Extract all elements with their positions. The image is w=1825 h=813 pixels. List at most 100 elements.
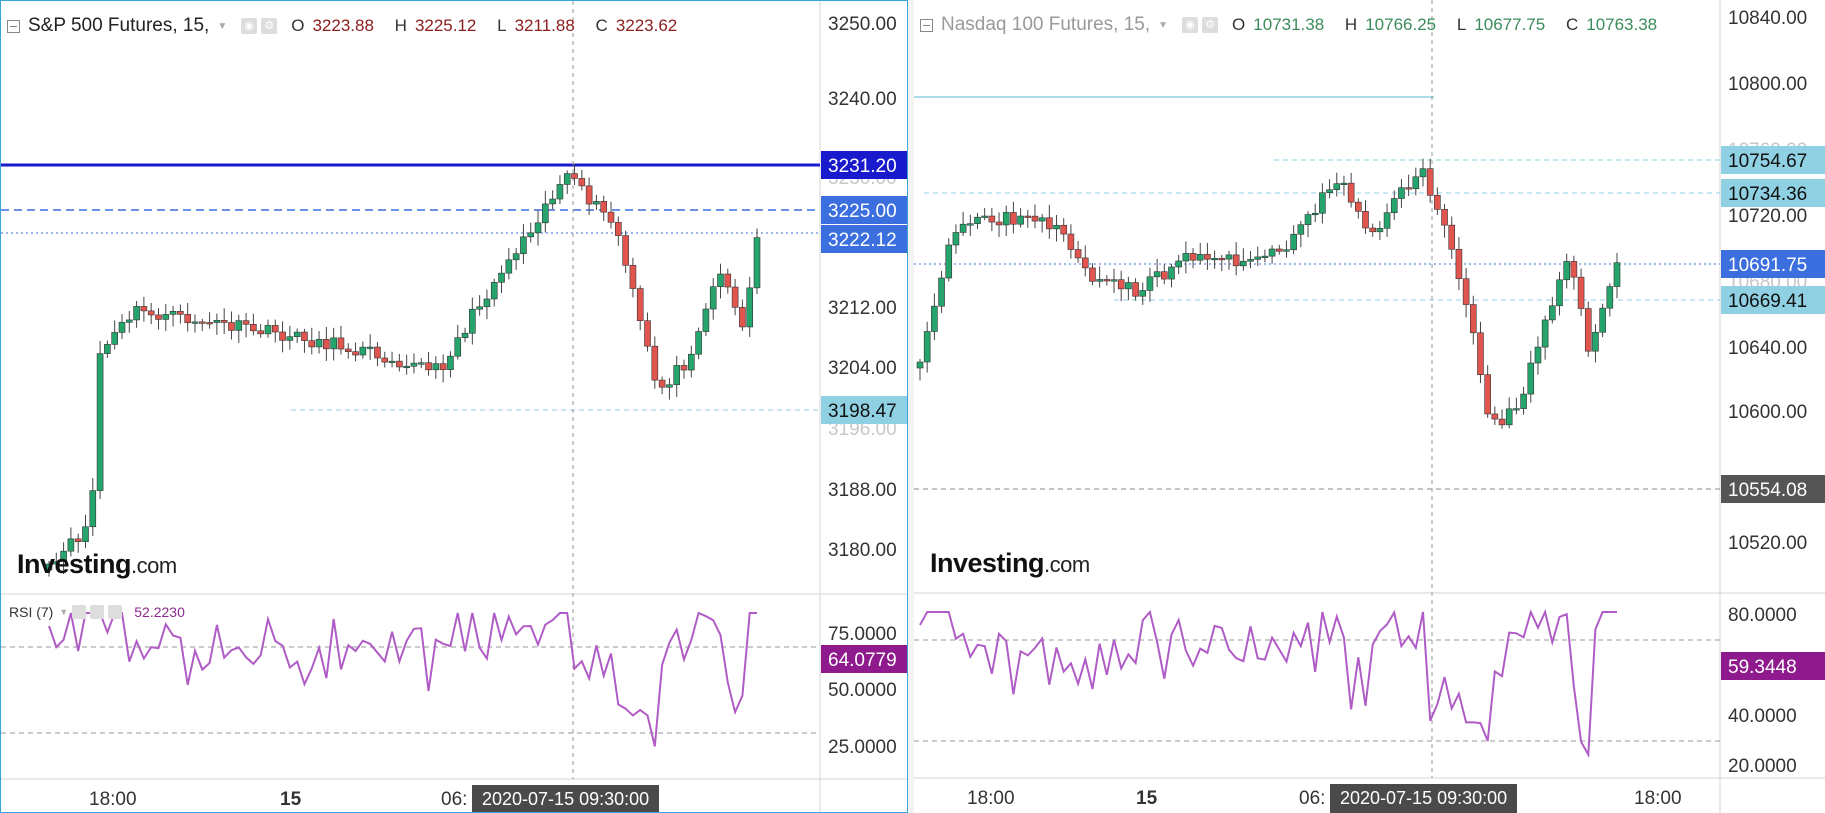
candle-body <box>1426 168 1434 196</box>
gear-icon[interactable]: ⚙ <box>261 18 278 34</box>
candle-body <box>1606 286 1614 309</box>
candle-body <box>534 222 542 234</box>
candle-body <box>366 346 374 349</box>
candle-body <box>1261 255 1269 258</box>
candle-body <box>264 325 272 335</box>
price-tag-bg <box>821 225 907 253</box>
nasdaq-chart-header: Nasdaq 100 Futures, 15, ▼ ◉ ⚙ O 10731.38 … <box>920 14 1673 36</box>
candle-body <box>629 265 637 289</box>
candle-body <box>1046 217 1053 230</box>
candle-body <box>1477 332 1484 375</box>
sp500-chart-pane[interactable]: 3230.003220.003196.003250.003240.003212.… <box>0 0 908 813</box>
price-tick: 3212.00 <box>828 298 897 319</box>
candle-body <box>615 221 622 236</box>
candle-body <box>1189 253 1197 261</box>
candle-body <box>1369 227 1376 233</box>
candle-body <box>1448 224 1456 250</box>
candle-body <box>702 308 710 332</box>
candle-body <box>578 178 586 187</box>
candle-body <box>344 348 352 352</box>
chevron-down-icon[interactable]: ▼ <box>1158 19 1169 31</box>
eye-icon[interactable] <box>72 605 87 619</box>
price-tick-faint: 3196.00 <box>828 419 897 440</box>
price-tag-bg <box>821 151 907 179</box>
candle-body <box>184 314 191 324</box>
time-tick: 06: <box>1299 788 1325 809</box>
candle-body <box>1161 271 1168 280</box>
price-tick: 10840.00 <box>1728 8 1807 29</box>
price-tag-bg <box>1721 250 1825 278</box>
candle-body <box>717 273 724 287</box>
nasdaq-chart-pane[interactable]: 10760.0010680.0010840.0010800.0010720.00… <box>914 0 1825 813</box>
candle-body <box>1038 217 1046 222</box>
pane-separator[interactable] <box>908 0 914 813</box>
candle-body <box>731 286 739 308</box>
candle-body <box>1570 261 1578 278</box>
candle-body <box>1383 212 1391 229</box>
collapse-icon[interactable] <box>920 18 933 32</box>
collapse-icon[interactable] <box>7 19 20 33</box>
candle-body <box>1240 260 1247 267</box>
price-tick: 3188.00 <box>828 480 897 501</box>
ohlc-values: O 10731.38 H 10766.25 L 10677.75 C 10763.38 <box>1232 15 1658 34</box>
candle-body <box>147 310 155 316</box>
price-tick: 10600.00 <box>1728 402 1807 423</box>
sp500-chart-canvas[interactable]: 3230.003220.003196.003250.003240.003212.… <box>1 1 908 813</box>
candle-body <box>133 306 140 321</box>
price-tag-bg <box>1721 146 1825 174</box>
candle-body <box>1304 214 1312 225</box>
candle-body <box>162 314 170 320</box>
candle-body <box>242 320 250 325</box>
candle-body <box>981 215 988 218</box>
candle-body <box>1002 212 1010 226</box>
candle-body <box>1599 307 1606 333</box>
rsi-label: RSI (7) <box>9 604 54 620</box>
candle-body <box>1024 215 1032 218</box>
gear-icon[interactable] <box>90 605 105 619</box>
candle-body <box>410 362 418 367</box>
candle-body <box>1549 305 1556 321</box>
candle-body <box>111 332 118 345</box>
price-tag: 10754.67 <box>1728 151 1807 172</box>
eye-icon[interactable]: ◉ <box>241 18 258 34</box>
time-tick: 18:00 <box>89 789 137 810</box>
candle-body <box>1376 227 1384 233</box>
price-tag: 10734.36 <box>1728 184 1807 205</box>
price-tag: 3198.47 <box>828 401 897 422</box>
candle-body <box>1584 308 1592 352</box>
candle-body <box>556 184 564 200</box>
investing-logo: Investing.com <box>17 549 177 579</box>
candle-body <box>585 185 593 205</box>
price-tick: 10720.00 <box>1728 206 1807 227</box>
candle-body <box>1469 304 1477 334</box>
time-tick: 15 <box>280 789 302 810</box>
candle-body <box>82 526 89 542</box>
eye-icon[interactable]: ◉ <box>1182 17 1199 33</box>
candle-body <box>651 345 659 381</box>
candle-body <box>1326 189 1333 194</box>
chevron-down-icon[interactable]: ▼ <box>59 607 69 617</box>
candle-body <box>923 331 931 363</box>
candle-body <box>600 201 608 213</box>
price-tag: 10554.08 <box>1728 480 1807 501</box>
chart-title: Nasdaq 100 Futures, 15, <box>941 14 1151 35</box>
candle-body <box>1153 271 1161 278</box>
chevron-down-icon[interactable]: ▼ <box>217 20 228 32</box>
candle-body <box>1125 282 1132 290</box>
candle-body <box>666 384 673 388</box>
candle-body <box>271 325 279 333</box>
candle-body <box>1527 362 1535 395</box>
candle-body <box>1081 257 1089 269</box>
chart-title: S&P 500 Futures, 15, <box>28 15 210 36</box>
candle-body <box>432 363 440 371</box>
candle-body <box>1340 182 1348 185</box>
close-icon[interactable] <box>108 605 123 619</box>
gear-icon[interactable]: ⚙ <box>1202 17 1219 33</box>
price-tag: 3231.20 <box>828 156 897 177</box>
candle-body <box>490 281 498 300</box>
candle-body <box>527 232 535 238</box>
nasdaq-chart-canvas[interactable]: 10760.0010680.0010840.0010800.0010720.00… <box>914 0 1825 813</box>
crosshair-time-label: 2020-07-15 09:30:00 <box>1330 784 1518 813</box>
candle-body <box>1311 212 1319 216</box>
candle-body <box>301 331 308 341</box>
